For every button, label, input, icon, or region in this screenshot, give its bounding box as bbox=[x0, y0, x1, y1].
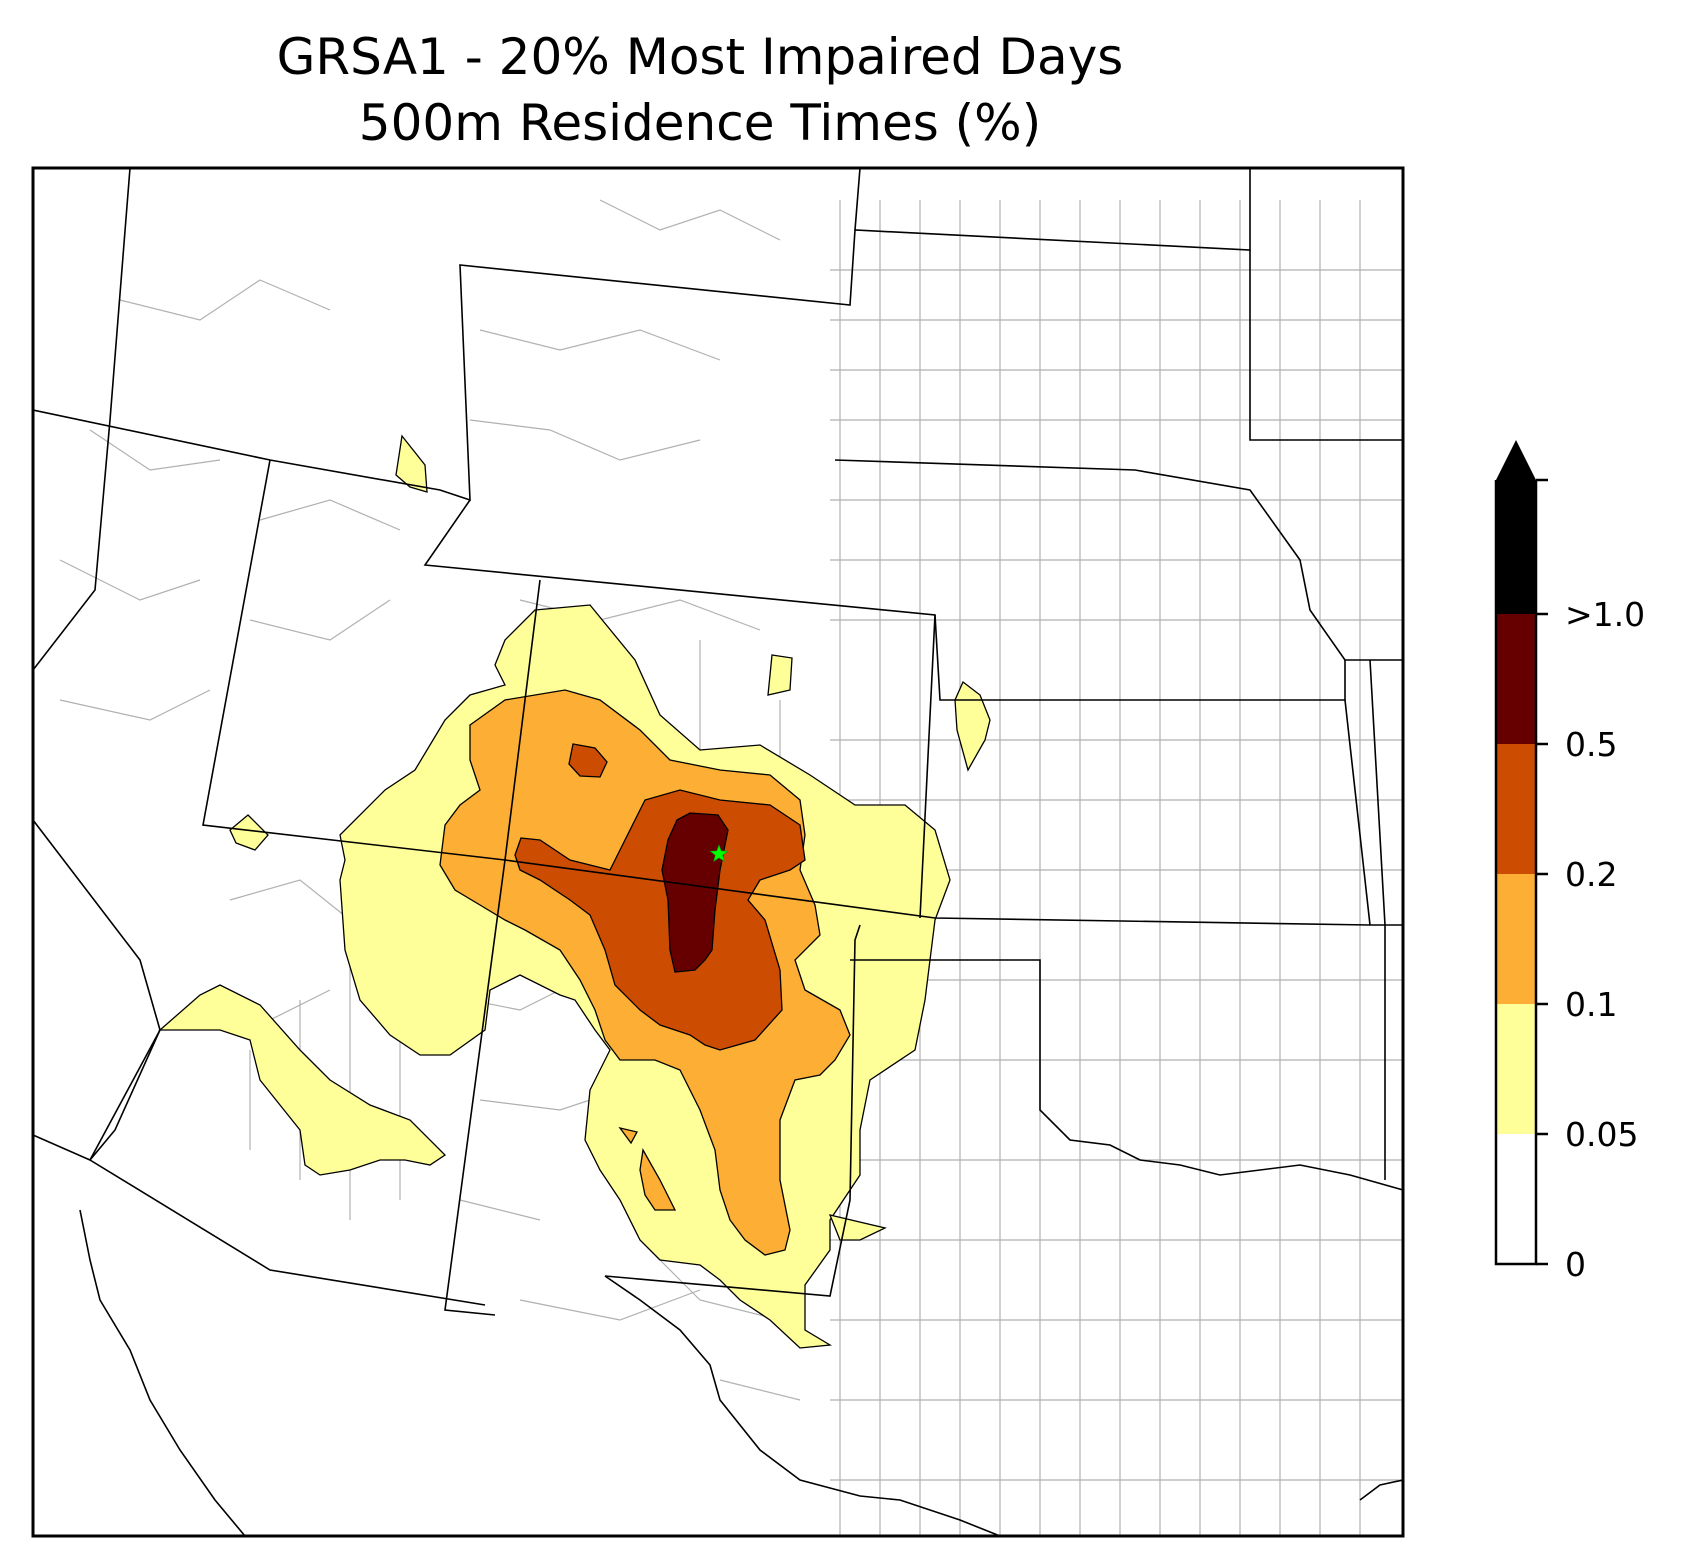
contour-level-0.1 bbox=[639, 1148, 677, 1211]
contour-level-0.2 bbox=[568, 743, 608, 778]
contour-level-0.5 bbox=[661, 812, 729, 973]
contour-level-0.2 bbox=[514, 789, 806, 1051]
colorbar bbox=[1494, 440, 1548, 1266]
map-canvas bbox=[33, 168, 1403, 1536]
colorbar-outline bbox=[1494, 480, 1538, 1266]
chart-title-line1: GRSA1 - 20% Most Impaired Days bbox=[276, 28, 1124, 86]
site-star-icon bbox=[709, 844, 729, 862]
contour-level-0.1 bbox=[618, 1126, 638, 1145]
colorbar-label-0.05: 0.05 bbox=[1565, 1115, 1639, 1154]
colorbar-label-0.5: 0.5 bbox=[1565, 725, 1618, 764]
contour-level-0.05 bbox=[828, 1214, 887, 1241]
colorbar-segment-1.0 bbox=[1496, 480, 1536, 614]
contour-level-0.05 bbox=[395, 434, 428, 493]
residence-contours bbox=[158, 434, 991, 1349]
colorbar-label-1.0: >1.0 bbox=[1565, 595, 1646, 634]
contour-level-0.05 bbox=[954, 680, 991, 772]
contour-level-0.05 bbox=[158, 984, 447, 1176]
colorbar-ticks bbox=[1536, 478, 1548, 1266]
state-boundaries bbox=[33, 168, 1403, 1536]
contour-level-0.05 bbox=[767, 654, 793, 696]
colorbar-segment-0.05 bbox=[1496, 1004, 1536, 1134]
colorbar-extend-arrow-icon bbox=[1496, 440, 1536, 480]
colorbar-label-0.2: 0.2 bbox=[1565, 855, 1618, 894]
chart-title-line2: 500m Residence Times (%) bbox=[358, 94, 1042, 152]
colorbar-label-0: 0 bbox=[1565, 1245, 1586, 1284]
colorbar-segment-0.5 bbox=[1496, 614, 1536, 744]
colorbar-segment-0 bbox=[1496, 1134, 1536, 1264]
colorbar-segment-0.2 bbox=[1496, 744, 1536, 874]
colorbar-label-0.1: 0.1 bbox=[1565, 985, 1618, 1024]
colorbar-segment-0.1 bbox=[1496, 874, 1536, 1004]
map-frame bbox=[31, 166, 1405, 1538]
